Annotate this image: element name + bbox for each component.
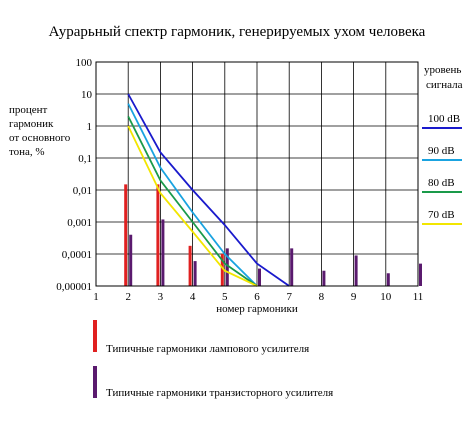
x-tick-label: 8 bbox=[319, 291, 325, 303]
bar-transistor-harmonic-11 bbox=[419, 263, 422, 286]
bar-transistor-harmonic-9 bbox=[354, 255, 358, 286]
x-tick-label: 11 bbox=[413, 291, 424, 303]
bar-transistor-harmonic-7 bbox=[290, 248, 294, 286]
bar-tube-harmonic-3 bbox=[156, 184, 160, 286]
y-axis-label-line-3: от основного bbox=[9, 132, 71, 144]
plot-frame bbox=[95, 61, 419, 287]
y-tick-label: 10 bbox=[81, 89, 93, 101]
level-heading-line-1: уровень bbox=[424, 64, 461, 76]
line-90-db bbox=[127, 103, 258, 287]
bar-transistor-harmonic-5 bbox=[225, 248, 229, 286]
y-tick-labels: 100 10 1 0,1 0,01 0,001 0,0001 0,00001 bbox=[56, 57, 92, 293]
level-heading: уровень сигнала bbox=[424, 64, 463, 91]
x-tick-label: 3 bbox=[158, 291, 164, 303]
chart-title: Аурарьный спектр гармоник, генерируемых … bbox=[49, 24, 426, 40]
y-axis-label: процент гармоник от основного тона, % bbox=[9, 104, 71, 158]
level-legend: 100 dB 90 dB 80 dB 70 dB bbox=[422, 113, 462, 225]
x-tick-label: 9 bbox=[351, 291, 357, 303]
line-80-db bbox=[127, 115, 258, 287]
x-tick-label: 10 bbox=[380, 291, 392, 303]
bar-legend-swatch bbox=[93, 366, 97, 398]
line-70-db bbox=[127, 125, 258, 287]
bar-legend: Типичные гармоники лампового усилителя Ти… bbox=[93, 320, 333, 399]
x-tick-label: 2 bbox=[125, 291, 131, 303]
y-tick-label: 0,00001 bbox=[56, 281, 92, 293]
level-legend-label: 90 dB bbox=[428, 145, 455, 157]
y-axis-label-line-1: процент bbox=[9, 104, 48, 116]
bar-legend-label: Типичные гармоники лампового усилителя bbox=[106, 343, 309, 355]
bar-transistor-harmonic-4 bbox=[193, 261, 197, 286]
level-heading-line-2: сигнала bbox=[426, 79, 463, 91]
y-axis-label-line-2: гармоник bbox=[9, 118, 54, 130]
y-tick-label: 0,1 bbox=[78, 153, 92, 165]
y-tick-label: 1 bbox=[87, 121, 93, 133]
x-tick-label: 4 bbox=[190, 291, 196, 303]
x-tick-label: 6 bbox=[254, 291, 260, 303]
level-legend-label: 100 dB bbox=[428, 113, 460, 125]
grid bbox=[95, 61, 419, 287]
bars bbox=[124, 184, 422, 286]
x-axis-label: номер гармоники bbox=[216, 303, 298, 315]
level-lines bbox=[127, 93, 290, 287]
y-tick-label: 0,01 bbox=[73, 185, 92, 197]
bar-transistor-harmonic-8 bbox=[322, 270, 326, 286]
level-legend-label: 80 dB bbox=[428, 177, 455, 189]
y-tick-label: 0,001 bbox=[67, 217, 92, 229]
bar-transistor-harmonic-10 bbox=[386, 273, 390, 286]
bar-transistor-harmonic-3 bbox=[161, 219, 165, 286]
bar-legend-label: Типичные гармоники транзисторного усилит… bbox=[106, 387, 333, 399]
line-100-db bbox=[127, 93, 290, 287]
y-tick-label: 0,0001 bbox=[62, 249, 92, 261]
x-tick-label: 1 bbox=[93, 291, 99, 303]
bar-transistor-harmonic-6 bbox=[258, 268, 261, 286]
x-tick-label: 5 bbox=[222, 291, 228, 303]
bar-transistor-harmonic-2 bbox=[129, 234, 133, 286]
x-tick-label: 7 bbox=[286, 291, 292, 303]
bar-tube-harmonic-2 bbox=[124, 184, 128, 286]
y-tick-label: 100 bbox=[76, 57, 93, 69]
y-axis-label-line-4: тона, % bbox=[9, 146, 45, 158]
level-legend-label: 70 dB bbox=[428, 209, 455, 221]
bar-tube-harmonic-4 bbox=[188, 245, 192, 286]
x-tick-labels: 1 2 3 4 5 6 7 8 9 10 11 bbox=[93, 291, 423, 303]
bar-tube-harmonic-5 bbox=[220, 254, 224, 286]
bar-legend-swatch bbox=[93, 320, 97, 352]
